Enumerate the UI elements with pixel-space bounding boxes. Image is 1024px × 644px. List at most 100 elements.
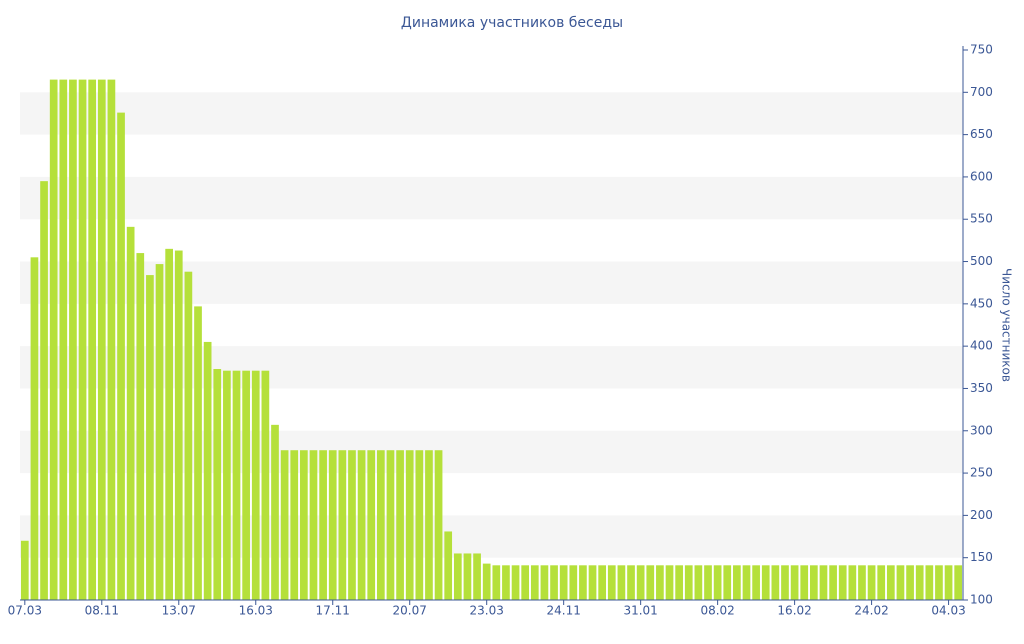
bar xyxy=(579,565,587,600)
bar xyxy=(367,450,376,600)
bar xyxy=(492,565,501,600)
bar xyxy=(598,565,607,600)
grid-band xyxy=(20,92,963,135)
x-tick-label: 16.02 xyxy=(777,604,811,618)
bar xyxy=(136,253,145,601)
chart-title: Динамика участников беседы xyxy=(401,15,623,31)
y-axis-label: Число участников xyxy=(1000,268,1014,382)
bar xyxy=(444,531,453,600)
bar xyxy=(174,250,183,601)
bar xyxy=(78,79,87,601)
x-tick-label: 08.02 xyxy=(700,604,734,618)
bar xyxy=(280,450,289,600)
bar xyxy=(146,275,154,600)
bar xyxy=(376,450,385,600)
bar xyxy=(627,565,635,600)
bar xyxy=(559,565,568,600)
bar xyxy=(251,370,260,600)
bar xyxy=(223,370,231,600)
bar xyxy=(338,450,347,600)
bar xyxy=(425,450,433,600)
bar xyxy=(656,565,664,600)
y-tick-label: 650 xyxy=(970,127,993,141)
bar xyxy=(348,450,356,600)
bar xyxy=(453,553,462,600)
y-tick-label: 300 xyxy=(970,423,993,437)
bar xyxy=(752,565,760,600)
bar xyxy=(935,565,943,600)
bar xyxy=(848,565,857,600)
bar xyxy=(550,565,558,600)
bar xyxy=(194,306,202,600)
bar xyxy=(925,565,934,600)
bar xyxy=(126,226,135,600)
bar xyxy=(790,565,799,600)
x-tick-label: 13.07 xyxy=(162,604,196,618)
bar xyxy=(49,79,58,601)
y-tick-label: 250 xyxy=(970,466,993,480)
bar xyxy=(232,370,241,600)
bar xyxy=(944,565,953,600)
bar xyxy=(530,565,539,600)
bar xyxy=(886,565,895,600)
bar xyxy=(502,565,510,600)
bar xyxy=(396,450,404,600)
bar xyxy=(40,181,48,600)
x-tick-label: 04.03 xyxy=(931,604,965,618)
y-tick-label: 350 xyxy=(970,381,993,395)
bar xyxy=(405,450,414,600)
bar xyxy=(617,565,626,600)
bar xyxy=(858,565,866,600)
bar xyxy=(59,79,68,601)
bar xyxy=(646,565,655,600)
y-tick-label: 200 xyxy=(970,508,993,522)
bar xyxy=(319,450,327,600)
x-tick-label: 08.11 xyxy=(85,604,119,618)
bar xyxy=(684,565,693,600)
bar xyxy=(463,553,472,600)
bar xyxy=(415,450,424,600)
bar xyxy=(588,565,597,600)
bar xyxy=(521,565,530,600)
bar xyxy=(511,565,520,600)
bar xyxy=(838,565,847,600)
bar xyxy=(107,79,116,601)
bar xyxy=(357,450,366,600)
bar xyxy=(636,565,645,600)
bar xyxy=(473,553,481,600)
x-tick-label: 16.03 xyxy=(239,604,273,618)
bar xyxy=(97,79,106,601)
x-tick-label: 20.07 xyxy=(393,604,427,618)
bar xyxy=(184,271,193,600)
bar xyxy=(810,565,818,600)
bar xyxy=(386,450,395,600)
y-tick-label: 600 xyxy=(970,169,993,183)
bar xyxy=(771,565,780,600)
x-tick-label: 24.02 xyxy=(854,604,888,618)
y-tick-label: 450 xyxy=(970,296,993,310)
x-tick-label: 17.11 xyxy=(316,604,350,618)
x-tick-label: 23.03 xyxy=(470,604,504,618)
y-tick-label: 700 xyxy=(970,85,993,99)
bar xyxy=(713,565,722,600)
y-tick-label: 400 xyxy=(970,339,993,353)
bar xyxy=(117,112,125,600)
bar xyxy=(69,79,77,601)
bar xyxy=(742,565,751,600)
bar xyxy=(482,563,491,600)
x-tick-label: 07.03 xyxy=(8,604,42,618)
bar xyxy=(213,369,222,600)
bar xyxy=(675,565,683,600)
bar xyxy=(309,450,318,600)
bar xyxy=(607,565,616,600)
y-tick-label: 550 xyxy=(970,212,993,226)
bar xyxy=(915,565,924,600)
bar xyxy=(155,264,164,600)
bar xyxy=(829,565,837,600)
x-tick-label: 31.01 xyxy=(623,604,657,618)
bar xyxy=(694,565,703,600)
bar xyxy=(203,341,212,600)
bar xyxy=(723,565,732,600)
bar xyxy=(242,370,250,600)
